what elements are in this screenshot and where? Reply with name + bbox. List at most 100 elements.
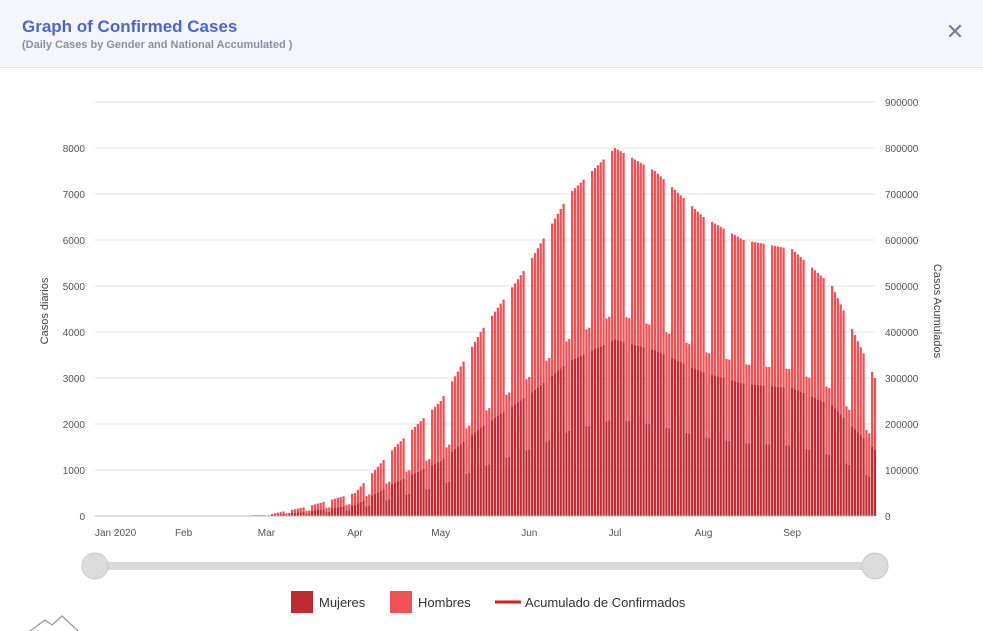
close-icon[interactable]: ✕ xyxy=(945,19,965,44)
bar-hombres xyxy=(325,507,328,513)
bar-mujeres xyxy=(393,482,397,516)
bar-hombres xyxy=(333,498,337,508)
bar-mujeres xyxy=(353,504,357,516)
bar-hombres xyxy=(802,259,805,393)
bar-mujeres xyxy=(422,469,425,516)
bar-hombres xyxy=(448,444,451,482)
y-right-tick-label: 700000 xyxy=(885,190,919,201)
bar-mujeres xyxy=(399,480,402,516)
bar-mujeres xyxy=(419,470,422,516)
bar-mujeres xyxy=(713,375,717,516)
bar-hombres xyxy=(373,470,377,494)
bar-mujeres xyxy=(382,489,385,516)
bar-hombres xyxy=(562,203,565,367)
bar-hombres xyxy=(625,317,628,421)
bar-hombres xyxy=(799,257,802,392)
bar-mujeres xyxy=(576,357,579,516)
bar-hombres xyxy=(773,245,777,387)
bar-hombres xyxy=(485,410,488,466)
bar-mujeres xyxy=(688,433,691,516)
bar-hombres xyxy=(785,368,788,446)
bar-hombres xyxy=(302,507,305,512)
bar-hombres xyxy=(842,310,845,418)
bar-mujeres xyxy=(659,352,662,516)
bar-mujeres xyxy=(562,366,565,516)
bar-hombres xyxy=(345,504,348,511)
bar-hombres xyxy=(359,486,362,502)
bar-mujeres xyxy=(736,381,739,516)
bar-hombres xyxy=(699,214,702,372)
bar-mujeres xyxy=(533,389,537,516)
bar-mujeres xyxy=(862,437,865,516)
bar-mujeres xyxy=(333,507,337,516)
bar-mujeres xyxy=(313,510,317,516)
bar-hombres xyxy=(733,235,737,382)
bar-mujeres xyxy=(582,354,585,516)
legend-swatch xyxy=(291,591,313,613)
bar-hombres xyxy=(431,409,434,465)
bar-mujeres xyxy=(276,514,279,516)
bar-hombres xyxy=(553,218,557,374)
bar-mujeres xyxy=(711,374,714,516)
bar-mujeres xyxy=(859,435,862,516)
bar-hombres xyxy=(722,228,725,378)
bar-mujeres xyxy=(373,493,377,516)
bar-mujeres xyxy=(625,420,628,516)
slider-track xyxy=(95,562,875,570)
bar-mujeres xyxy=(531,392,534,516)
x-tick-label: Jul xyxy=(609,528,622,539)
bar-hombres xyxy=(616,149,619,341)
bar-hombres xyxy=(351,493,354,506)
bar-hombres xyxy=(425,460,428,490)
bar-hombres xyxy=(453,376,457,449)
bar-mujeres xyxy=(336,507,339,516)
legend-label: Acumulado de Confirmados xyxy=(525,595,686,610)
bar-hombres xyxy=(382,460,385,490)
bar-mujeres xyxy=(482,425,485,516)
bar-hombres xyxy=(811,267,814,397)
bar-mujeres xyxy=(345,510,348,516)
bar-mujeres xyxy=(651,349,654,516)
bar-hombres xyxy=(851,328,854,427)
bar-mujeres xyxy=(385,500,388,516)
bar-hombres xyxy=(391,450,394,485)
bar-hombres xyxy=(673,189,677,360)
bar-hombres xyxy=(645,323,648,424)
bar-hombres xyxy=(808,377,811,450)
bar-hombres xyxy=(436,403,439,463)
bar-hombres xyxy=(408,470,411,494)
bar-mujeres xyxy=(611,340,614,516)
bar-mujeres xyxy=(753,384,757,516)
range-slider[interactable] xyxy=(81,552,889,580)
bar-mujeres xyxy=(302,511,305,516)
bar-hombres xyxy=(339,497,342,507)
bar-hombres xyxy=(611,150,614,341)
bar-hombres xyxy=(445,447,448,484)
bar-hombres xyxy=(376,466,379,493)
bar-mujeres xyxy=(716,376,719,516)
bar-hombres xyxy=(836,298,839,412)
bar-mujeres xyxy=(271,514,274,516)
bar-hombres xyxy=(742,240,745,384)
y-right-axis-title: Casos Acumulados xyxy=(931,264,943,359)
bar-mujeres xyxy=(808,449,811,516)
bar-hombres xyxy=(751,241,754,385)
bar-mujeres xyxy=(708,437,711,516)
bar-hombres xyxy=(696,211,699,370)
bar-mujeres xyxy=(811,396,814,516)
bar-hombres xyxy=(871,371,874,447)
bar-mujeres xyxy=(831,405,834,516)
mountain-icon xyxy=(29,615,79,631)
bar-hombres xyxy=(756,242,759,385)
bar-mujeres xyxy=(839,414,842,516)
bar-hombres xyxy=(471,346,474,435)
bar-mujeres xyxy=(762,385,765,516)
bar-mujeres xyxy=(588,425,591,516)
bar-mujeres xyxy=(571,360,574,516)
bar-hombres xyxy=(868,433,871,477)
bar-hombres xyxy=(482,327,485,426)
bar-mujeres xyxy=(542,382,545,516)
bar-hombres xyxy=(691,206,694,368)
bar-hombres xyxy=(582,179,585,355)
